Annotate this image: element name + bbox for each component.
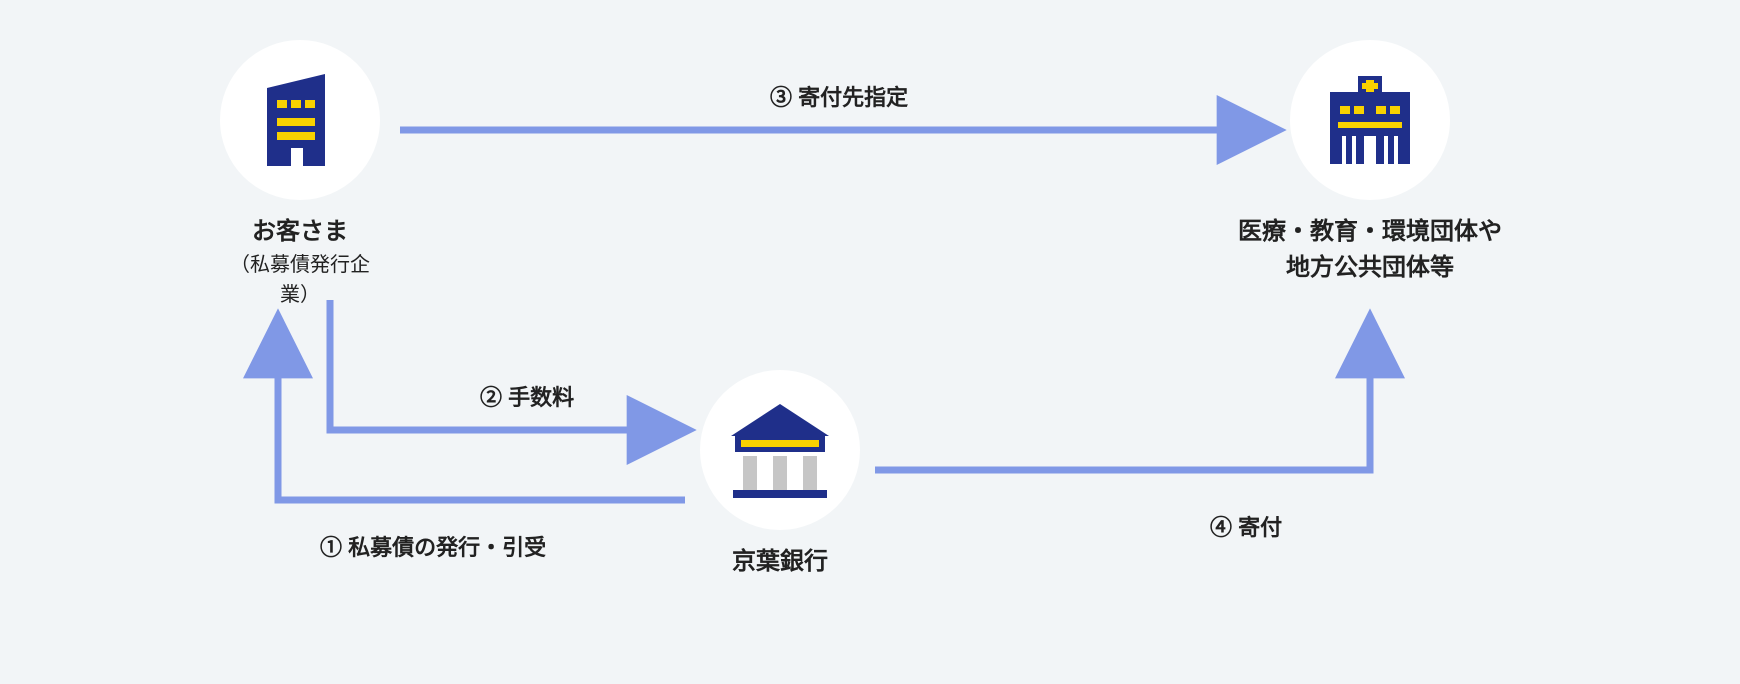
node-customer-circle	[220, 40, 380, 200]
edge-label-4: ④ 寄付	[1210, 510, 1282, 542]
node-recipient: 医療・教育・環境団体や 地方公共団体等	[1230, 40, 1510, 286]
node-bank-title: 京葉銀行	[700, 544, 860, 580]
edge-label-2: ② 手数料	[480, 380, 574, 412]
node-recipient-title-2: 地方公共団体等	[1230, 250, 1510, 286]
node-customer: お客さま （私募債発行企業）	[220, 40, 380, 310]
node-bank-circle	[700, 370, 860, 530]
bank-icon	[725, 400, 835, 500]
office-building-icon	[255, 70, 345, 170]
node-customer-title: お客さま	[220, 214, 380, 250]
node-customer-subtitle: （私募債発行企業）	[220, 250, 380, 310]
edge-label-3: ③ 寄付先指定	[770, 80, 908, 112]
node-bank: 京葉銀行	[700, 370, 860, 580]
node-recipient-title-1: 医療・教育・環境団体や	[1230, 214, 1510, 250]
hospital-icon	[1320, 70, 1420, 170]
edge-label-1: ① 私募債の発行・引受	[320, 530, 546, 562]
node-recipient-circle	[1290, 40, 1450, 200]
arrow-4	[875, 320, 1370, 470]
